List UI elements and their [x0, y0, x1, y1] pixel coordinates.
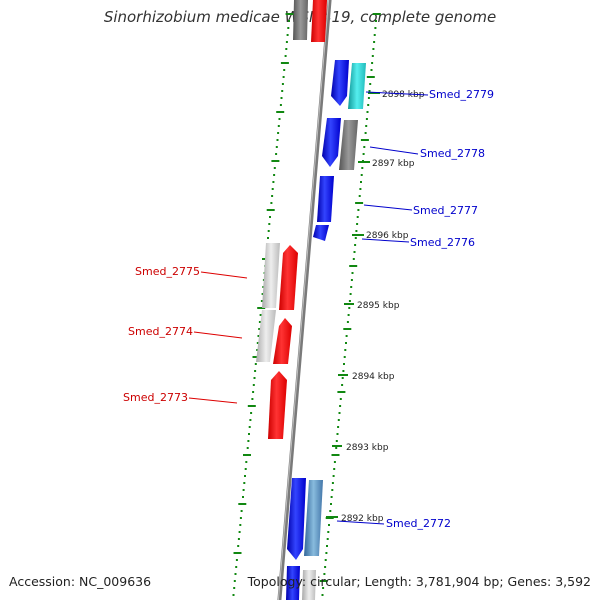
gene-label[interactable]: Smed_2776: [410, 236, 475, 249]
tick-track: [232, 13, 381, 596]
gene-labels: Smed_2779 Smed_2778 Smed_2777 Smed_2776 …: [123, 88, 494, 530]
scale-tick-label: 2894 kbp: [352, 372, 395, 382]
scale-tick-label: 2893 kbp: [346, 443, 389, 453]
gene-feature[interactable]: [311, 0, 327, 42]
gene-feature[interactable]: [273, 318, 292, 364]
gene-label[interactable]: Smed_2777: [413, 204, 478, 217]
gene-feature[interactable]: [256, 310, 276, 362]
gene-label[interactable]: Smed_2775: [135, 265, 200, 278]
gene-label[interactable]: Smed_2774: [128, 325, 193, 338]
scale-tick-label: 2892 kbp: [341, 514, 384, 524]
gene-feature[interactable]: [287, 478, 306, 560]
gene-label[interactable]: Smed_2779: [429, 88, 494, 101]
gene-leader-lines: [188, 91, 429, 525]
gene-feature[interactable]: [322, 118, 341, 167]
topology-text: Topology: circular; Length: 3,781,904 bp…: [247, 574, 591, 589]
scale-labels: 2898 kbp 2897 kbp 2896 kbp 2895 kbp 2894…: [326, 90, 425, 524]
gene-feature[interactable]: [331, 60, 349, 106]
gene-features: [256, 0, 366, 600]
scale-tick-label: 2898 kbp: [382, 90, 425, 100]
scale-tick-label: 2895 kbp: [357, 301, 400, 311]
gene-feature[interactable]: [339, 120, 358, 170]
gene-feature[interactable]: [293, 0, 308, 40]
gene-feature[interactable]: [302, 570, 316, 600]
gene-label[interactable]: Smed_2772: [386, 517, 451, 530]
gene-feature[interactable]: [268, 371, 287, 439]
gene-label[interactable]: Smed_2773: [123, 391, 188, 404]
gene-feature[interactable]: [286, 566, 300, 600]
scale-tick-label: 2896 kbp: [366, 231, 409, 241]
gene-feature[interactable]: [262, 243, 280, 308]
accession-text: Accession: NC_009636: [9, 574, 152, 589]
gene-feature[interactable]: [317, 176, 334, 222]
gene-feature[interactable]: [348, 63, 366, 109]
genome-backbone-highlight: [277, 0, 330, 600]
scale-tick-label: 2897 kbp: [372, 159, 415, 169]
gene-feature[interactable]: [279, 245, 298, 310]
gene-label[interactable]: Smed_2778: [420, 147, 485, 160]
gene-feature[interactable]: [313, 225, 329, 241]
genome-backbone: [277, 0, 332, 600]
gene-feature[interactable]: [304, 480, 323, 556]
